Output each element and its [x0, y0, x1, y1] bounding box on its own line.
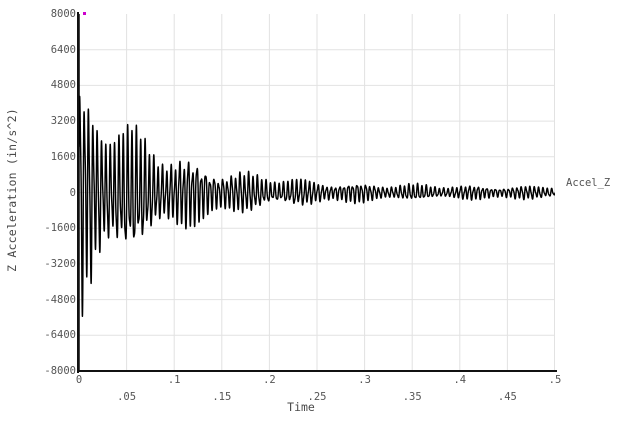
- x-tick-label: .45: [497, 391, 517, 403]
- x-tick-label: 0: [75, 374, 83, 386]
- y-tick-label: 8000: [50, 8, 76, 20]
- y-tick-label: 6400: [50, 43, 76, 56]
- x-tick-label: .5: [548, 374, 562, 386]
- y-tick-label: -8000: [44, 365, 76, 377]
- y-tick-label: 4800: [50, 79, 76, 92]
- legend-item-accel-z: Accel_Z: [566, 177, 611, 189]
- x-axis-line: [77, 370, 557, 372]
- legend: Accel_Z: [566, 177, 610, 189]
- y-tick-label: 1600: [50, 150, 76, 163]
- y-tick-label: 0: [69, 186, 76, 199]
- y-axis-tick-labels: 8000 6400 4800 3200 1600 0 -1600 -3200 -4800 -640…: [20, 0, 76, 423]
- y-axis-line: [77, 12, 79, 373]
- y-tick-label: -4800: [44, 293, 76, 306]
- x-tick-label: .3: [358, 374, 371, 386]
- y-tick-label: -3200: [44, 257, 76, 270]
- x-tick-label: .4: [453, 374, 467, 386]
- x-tick-label: .2: [263, 374, 276, 386]
- x-tick-label: .35: [402, 391, 422, 403]
- plot-area: [79, 14, 555, 371]
- y-tick-label: -1600: [44, 222, 76, 235]
- x-tick-label: .1: [167, 374, 181, 386]
- x-tick-label: .25: [307, 391, 327, 403]
- x-tick-label: .05: [117, 391, 137, 403]
- series-accel-z: [79, 14, 555, 371]
- y-tick-label: -6400: [44, 329, 76, 342]
- x-tick-label: .15: [212, 391, 232, 403]
- series-start-marker: [83, 12, 86, 15]
- y-tick-label: 3200: [50, 115, 76, 128]
